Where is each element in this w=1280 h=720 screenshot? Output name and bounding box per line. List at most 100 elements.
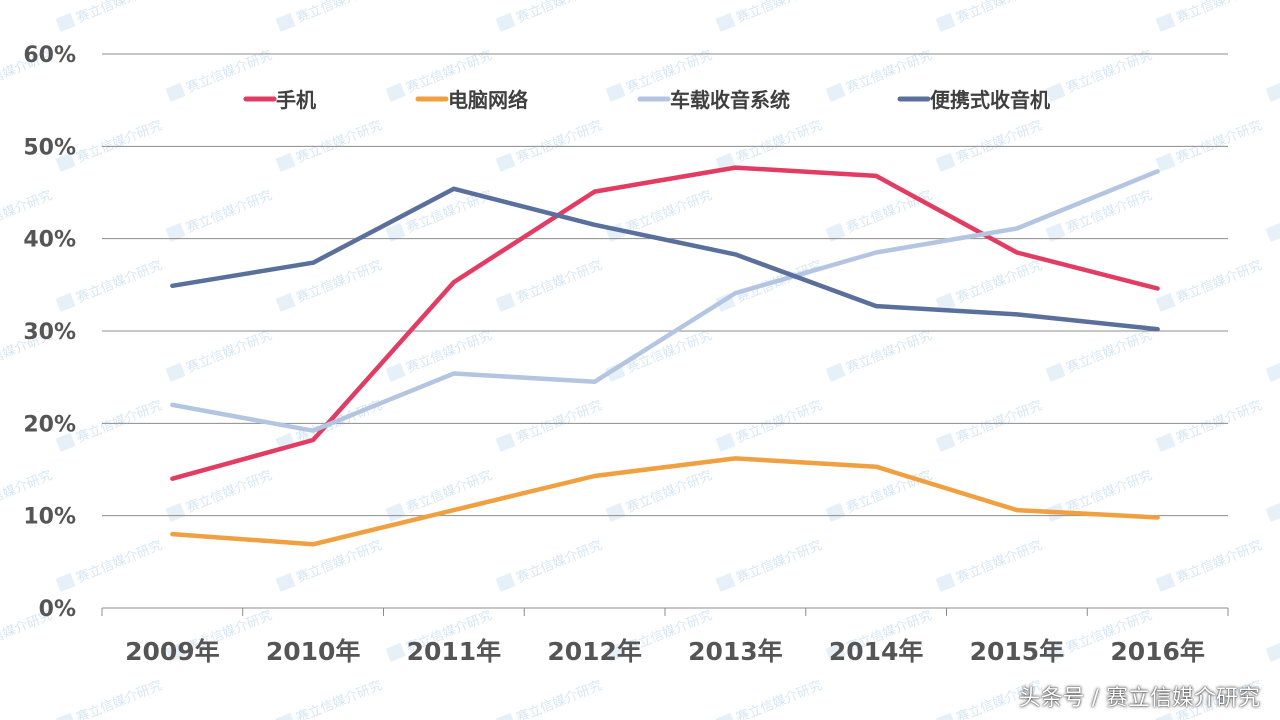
legend: 手机 电脑网络 车载收音系统 便携式收音机 xyxy=(243,88,1050,112)
watermark-text: 赛立信媒介研究 xyxy=(734,537,824,586)
watermark-logo-icon xyxy=(1045,642,1066,662)
watermark-text: 赛立信媒介研究 xyxy=(954,117,1044,166)
watermark-text: 赛立信媒介研究 xyxy=(514,117,604,166)
watermark-tile: 赛立信媒介研究 xyxy=(1265,642,1280,662)
watermark-text: 赛立信媒介研究 xyxy=(1064,327,1154,376)
legend-item: 便携式收音机 xyxy=(897,88,1050,112)
watermark-tile: 赛立信媒介研究 xyxy=(275,537,384,592)
watermark-logo-icon xyxy=(385,362,406,382)
watermark-text: 赛立信媒介研究 xyxy=(294,677,384,720)
y-tick-label: 40% xyxy=(23,228,76,253)
watermark-logo-icon xyxy=(1155,572,1176,592)
watermark-logo-icon xyxy=(935,432,956,452)
axes: 0% 10% 20% 30% 40% 50% 60% 2009年 2010年 2011年 2012年… xyxy=(23,43,1229,666)
watermark-tile: 赛立信媒介研究 xyxy=(1265,502,1280,522)
watermark-logo-icon xyxy=(1265,82,1280,102)
watermark-tile: 赛立信媒介研究 xyxy=(825,187,934,242)
watermark-logo-icon xyxy=(1265,642,1280,662)
watermark-tile: 赛立信媒介研究 xyxy=(935,117,1044,172)
watermark-logo-icon xyxy=(935,572,956,592)
watermark-tile: 赛立信媒介研究 xyxy=(55,537,164,592)
watermark-text: 赛立信媒介研究 xyxy=(514,0,604,26)
series-line-1 xyxy=(170,165,1160,481)
watermark-logo-icon xyxy=(495,432,516,452)
watermark-tile: 赛立信媒介研究 xyxy=(825,47,934,102)
watermark-text: 赛立信媒介研究 xyxy=(1064,187,1154,236)
legend-label: 车载收音系统 xyxy=(670,88,790,112)
watermark-logo-icon xyxy=(715,12,736,32)
watermark-logo-icon xyxy=(55,152,76,172)
watermark-text: 赛立信媒介研究 xyxy=(624,187,714,236)
watermark-logo-icon xyxy=(385,82,406,102)
legend-label: 电脑网络 xyxy=(448,88,528,112)
y-tick-label: 30% xyxy=(23,320,76,345)
watermark-tile: 赛立信媒介研究 xyxy=(1265,82,1280,102)
watermark-tile: 赛立信媒介研究 xyxy=(1155,117,1264,172)
watermark-tile: 赛立信媒介研究 xyxy=(1155,257,1264,312)
watermark-text: 赛立信媒介研究 xyxy=(954,0,1044,26)
watermark-tile: 赛立信媒介研究 xyxy=(275,677,384,720)
y-tick-label: 60% xyxy=(23,43,76,68)
watermark-text: 赛立信媒介研究 xyxy=(844,187,934,236)
watermark-logo-icon xyxy=(1155,432,1176,452)
watermark-tile: 赛立信媒介研究 xyxy=(1265,362,1280,382)
watermark-tile: 赛立信媒介研究 xyxy=(935,257,1044,312)
legend-item: 车载收音系统 xyxy=(637,88,790,112)
watermark-text: 赛立信媒介研究 xyxy=(404,467,494,516)
watermark-text: 赛立信媒介研究 xyxy=(844,47,934,96)
watermark-tile: 赛立信媒介研究 xyxy=(165,327,274,382)
watermark-tile: 赛立信媒介研究 xyxy=(715,117,824,172)
y-tick-label: 50% xyxy=(23,135,76,160)
watermark-tile: 赛立信媒介研究 xyxy=(935,397,1044,452)
watermark-tile: 赛立信媒介研究 xyxy=(605,187,714,242)
watermark-tile: 赛立信媒介研究 xyxy=(1045,47,1154,102)
watermark-tile: 赛立信媒介研究 xyxy=(495,397,604,452)
watermark-logo-icon xyxy=(275,152,296,172)
watermark-logo-icon xyxy=(495,152,516,172)
watermark-text: 赛立信媒介研究 xyxy=(734,677,824,720)
watermark-logo-icon xyxy=(385,222,406,242)
x-tick-label: 2009年 xyxy=(125,637,220,666)
watermark-logo-icon xyxy=(495,12,516,32)
watermark-text: 赛立信媒介研究 xyxy=(184,47,274,96)
watermark-text: 赛立信媒介研究 xyxy=(954,537,1044,586)
legend-item: 电脑网络 xyxy=(415,88,528,112)
x-tick-label: 2015年 xyxy=(970,637,1065,666)
watermark-text: 赛立信媒介研究 xyxy=(1174,397,1264,446)
series-lines xyxy=(170,165,1160,547)
watermark-tile: 赛立信媒介研究 xyxy=(715,397,824,452)
watermark-logo-icon xyxy=(495,292,516,312)
y-tick-label: 10% xyxy=(23,505,76,530)
watermark-text: 赛立信媒介研究 xyxy=(1174,0,1264,26)
watermark-logo-icon xyxy=(275,572,296,592)
legend-item: 手机 xyxy=(243,88,316,112)
watermark-text: 赛立信媒介研究 xyxy=(184,467,274,516)
watermark-tile: 赛立信媒介研究 xyxy=(165,187,274,242)
watermark-logo-icon xyxy=(165,502,186,522)
watermark-text: 赛立信媒介研究 xyxy=(514,257,604,306)
gridlines xyxy=(102,53,1228,517)
watermark-credit: 头条号 / 赛立信媒介研究 xyxy=(1018,686,1260,711)
x-tick-label: 2012年 xyxy=(547,637,642,666)
watermark-text: 赛立信媒介研究 xyxy=(844,327,934,376)
series-line-2 xyxy=(170,456,1160,547)
watermark-text: 赛立信媒介研究 xyxy=(294,0,384,26)
watermark-logo-icon xyxy=(825,82,846,102)
watermark-text: 赛立信媒介研究 xyxy=(734,117,824,166)
watermark-tile: 赛立信媒介研究 xyxy=(55,257,164,312)
watermark-tile: 赛立信媒介研究 xyxy=(495,257,604,312)
watermark-logo-icon xyxy=(935,292,956,312)
watermark-tile: 赛立信媒介研究 xyxy=(825,327,934,382)
watermark-logo-icon xyxy=(605,82,626,102)
watermark-tile: 赛立信媒介研究 xyxy=(1155,397,1264,452)
watermark-logo-icon xyxy=(935,12,956,32)
watermark-text: 赛立信媒介研究 xyxy=(1064,47,1154,96)
y-tick-label: 20% xyxy=(23,412,76,437)
watermark-logo-icon xyxy=(275,712,296,720)
watermark-logo-icon xyxy=(165,642,186,662)
watermark-logo-icon xyxy=(605,642,626,662)
watermark-tile: 赛立信媒介研究 xyxy=(605,327,714,382)
watermark-tile: 赛立信媒介研究 xyxy=(275,0,384,32)
watermark-logo-icon xyxy=(1265,222,1280,242)
